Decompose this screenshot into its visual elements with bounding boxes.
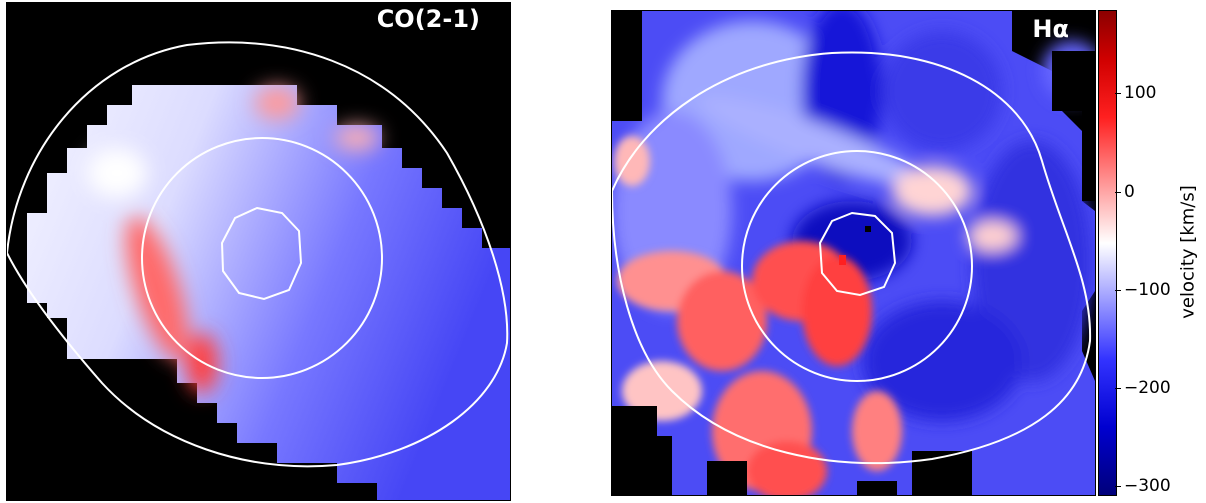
contour-outer <box>612 51 1092 465</box>
co-panel-label: CO(2-1) <box>376 5 480 33</box>
colorbar-tick-label: −300 <box>1124 476 1171 496</box>
center-red-pixel <box>839 255 846 265</box>
halpha-velocity-map: Hα <box>611 10 1096 496</box>
contour-outer <box>7 41 509 468</box>
colorbar-tick <box>1115 486 1121 487</box>
halpha-contours <box>612 51 1092 465</box>
halpha-velocity-field <box>612 11 1095 495</box>
colorbar-tick <box>1115 192 1121 193</box>
co-velocity-field <box>7 3 510 500</box>
contour-inner <box>220 206 303 301</box>
co-velocity-map: CO(2-1) <box>6 2 511 501</box>
colorbar-title: velocity [km/s] <box>1177 185 1199 319</box>
colorbar-tick-label: 0 <box>1124 182 1135 202</box>
colorbar-tick-label: −200 <box>1124 378 1171 398</box>
colorbar-tick-label: −100 <box>1124 280 1171 300</box>
contour-middle <box>141 137 383 379</box>
halpha-panel-label: Hα <box>1032 15 1069 43</box>
co-contours <box>7 41 509 468</box>
velocity-colorbar <box>1098 10 1117 496</box>
co-data-region <box>27 85 510 500</box>
colorbar-tick-label: 100 <box>1124 83 1157 103</box>
contour-inner <box>818 211 897 297</box>
colorbar-tick <box>1115 93 1121 94</box>
contour-middle <box>741 150 973 382</box>
halpha-masked-patches <box>612 11 1095 495</box>
center-masked-pixel <box>865 226 871 232</box>
colorbar-tick <box>1115 290 1121 291</box>
colorbar-tick <box>1115 388 1121 389</box>
